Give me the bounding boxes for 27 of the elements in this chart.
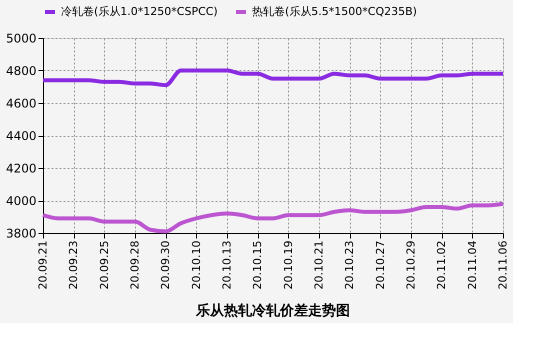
x-tick-label: 20.09.25	[98, 240, 111, 290]
x-tick-label: 20.11.04	[466, 240, 479, 290]
x-tick-label: 20.10.23	[343, 240, 356, 290]
x-tick-label: 20.09.23	[67, 240, 80, 290]
text: 乐从热轧冷轧价差走势图	[195, 302, 350, 319]
x-tick-label: 20.11.06	[496, 240, 510, 290]
x-tick-label: 20.10.27	[374, 240, 387, 290]
y-tick-label: 4600	[6, 96, 36, 110]
y-tick-label: 3800	[6, 226, 36, 240]
x-tick-label: 20.10.13	[220, 240, 234, 290]
y-tick-label: 5000	[6, 32, 36, 46]
x-tick-label: 20.09.21	[36, 240, 50, 290]
x-tick-label: 20.10.29	[404, 240, 418, 290]
x-tick-label: 20.11.02	[435, 240, 448, 290]
y-tick-label: 4000	[6, 194, 36, 208]
y-tick-label: 4200	[6, 162, 36, 176]
y-tick-label: 4800	[6, 64, 36, 78]
x-tick-label: 20.09.28	[128, 240, 142, 290]
line-series	[41, 68, 505, 88]
legend-label: 冷轧卷(乐从1.0*1250*CSPCC)	[61, 5, 218, 18]
x-tick-label: 20.09.30	[159, 240, 172, 290]
legend-label: 热轧卷(乐从5.5*1500*CQ235B)	[252, 5, 417, 18]
x-tick-label: 20.10.10	[190, 240, 203, 290]
x-tick-label: 20.10.15	[251, 240, 264, 290]
x-tick-label: 20.10.19	[282, 240, 295, 290]
x-tick-label: 20.10.21	[312, 240, 326, 290]
y-tick-label: 4400	[6, 129, 36, 143]
